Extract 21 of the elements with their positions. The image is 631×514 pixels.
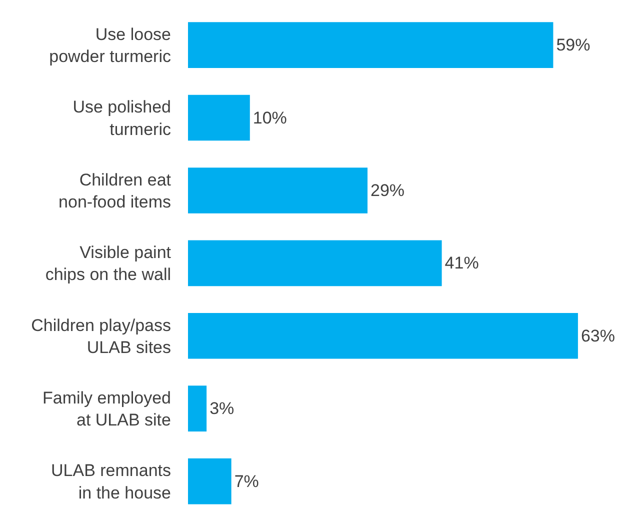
y-tick-label: ULAB remnants in the house (51, 461, 171, 502)
y-tick-label: Use polished turmeric (72, 98, 172, 139)
data-label: 10% (252, 108, 287, 128)
y-tick-label: Children eat non-food items (58, 170, 172, 212)
data-label: 3% (210, 399, 234, 418)
bar (188, 240, 442, 286)
y-tick-label: Children play/pass ULAB sites (31, 316, 171, 357)
data-label: 63% (580, 326, 615, 346)
bar (188, 168, 368, 214)
bar (188, 312, 578, 359)
bar (188, 458, 232, 504)
data-label: 41% (444, 254, 479, 273)
bar (188, 386, 207, 432)
y-tick-label: Use loose powder turmeric (49, 24, 172, 66)
data-label: 59% (556, 36, 590, 55)
data-label: 29% (370, 180, 405, 200)
bar (188, 94, 250, 141)
y-tick-label: Visible paint chips on the wall (45, 243, 172, 284)
data-label: 7% (234, 472, 259, 491)
bar (188, 22, 554, 68)
y-tick-label: Family employed at ULAB site (42, 388, 171, 430)
